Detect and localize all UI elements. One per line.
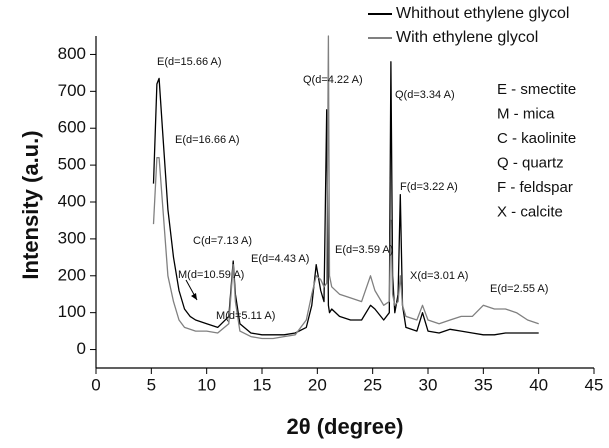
peak-label: E(d=16.66 A): [175, 134, 240, 146]
x-tick-label: 40: [529, 375, 548, 394]
mineral-key: F - feldspar: [497, 179, 573, 196]
x-tick-label: 30: [419, 375, 438, 394]
peak-label: Q(d=3.34 A): [395, 89, 455, 101]
y-tick-label: 0: [77, 339, 86, 358]
y-axis-label: Intensity (a.u.): [18, 130, 43, 279]
x-tick-label: 10: [197, 375, 216, 394]
y-tick-label: 500: [58, 155, 86, 174]
y-tick-label: 300: [58, 228, 86, 247]
x-tick-label: 5: [147, 375, 156, 394]
peak-label: E(d=15.66 A): [157, 56, 222, 68]
peak-label: Q(d=4.22 A): [303, 74, 363, 86]
peak-label: E(d=2.55 A): [490, 283, 548, 295]
legend-label: Whithout ethylene glycol: [396, 5, 569, 22]
peak-label: C(d=7.13 A): [193, 235, 252, 247]
mineral-key: M - mica: [497, 105, 555, 122]
peak-label: F(d=3.22 A): [400, 181, 458, 193]
x-tick-label: 20: [308, 375, 327, 394]
mineral-key: Q - quartz: [497, 154, 564, 171]
y-tick-label: 600: [58, 118, 86, 137]
x-tick-label: 25: [363, 375, 382, 394]
y-tick-label: 100: [58, 302, 86, 321]
x-tick-label: 45: [585, 375, 604, 394]
mineral-key: E - smectite: [497, 81, 576, 98]
arrow-head: [191, 293, 197, 300]
y-tick-label: 700: [58, 81, 86, 100]
series-line: [152, 35, 539, 340]
x-tick-label: 15: [253, 375, 272, 394]
peak-label: E(d=3.59 A): [335, 244, 393, 256]
peak-label: X(d=3.01 A): [410, 270, 468, 282]
legend-label: With ethylene glycol: [396, 29, 538, 46]
y-tick-label: 200: [58, 265, 86, 284]
peak-label: M(d=5.11 A): [216, 310, 275, 322]
series-line: [152, 61, 539, 336]
mineral-key: C - kaolinite: [497, 130, 576, 147]
x-tick-label: 35: [474, 375, 493, 394]
peak-label: M(d=10.59 A): [178, 269, 244, 281]
peak-label: E(d=4.43 A): [251, 253, 309, 265]
x-axis-label: 2θ (degree): [286, 414, 403, 439]
x-tick-label: 0: [91, 375, 100, 394]
mineral-key: X - calcite: [497, 203, 563, 220]
y-tick-label: 800: [58, 44, 86, 63]
y-tick-label: 400: [58, 191, 86, 210]
